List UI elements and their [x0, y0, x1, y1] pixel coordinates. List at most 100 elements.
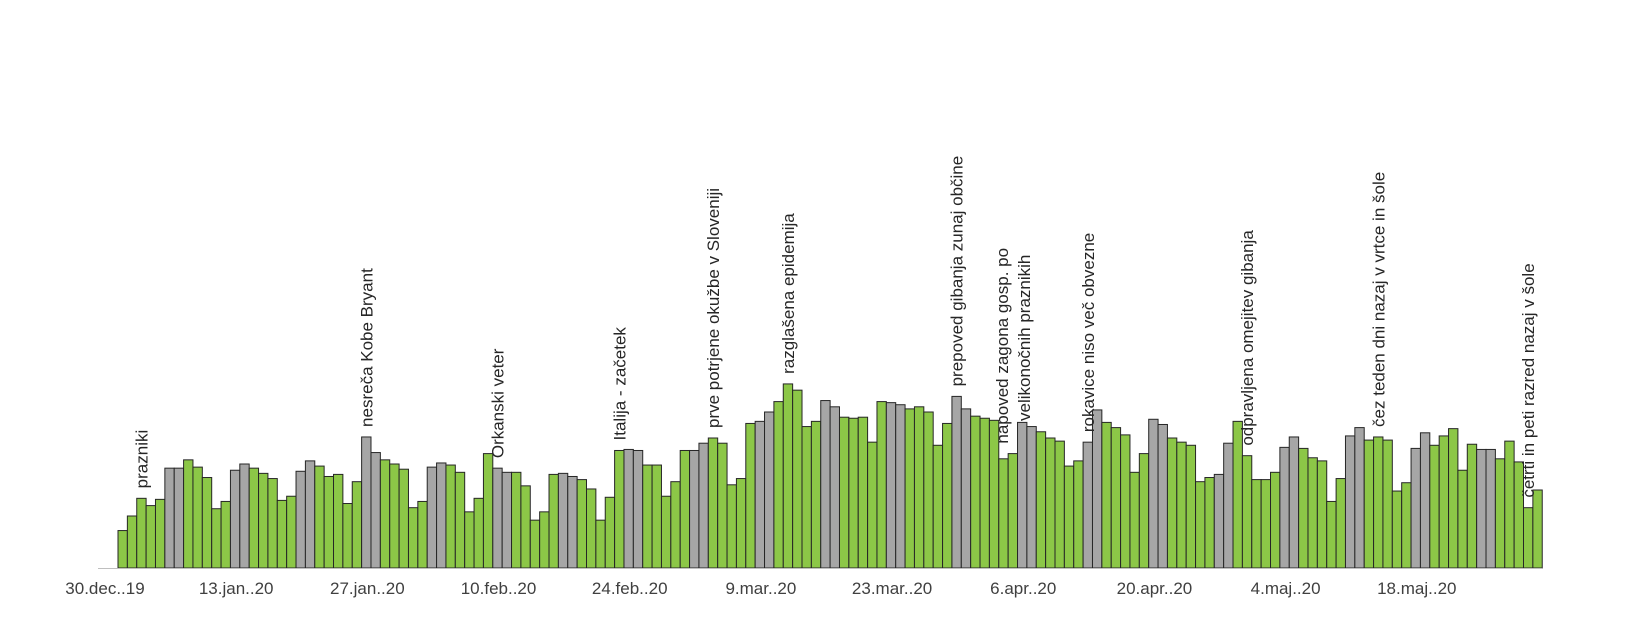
- annotation-3-line-0: Italija - začetek: [610, 327, 629, 441]
- bar-51: [595, 519, 606, 569]
- bar-122: [1260, 479, 1272, 569]
- bar-151: [1532, 489, 1543, 569]
- bar-125: [1288, 436, 1300, 569]
- bar-143: [1457, 469, 1468, 569]
- bar-132: [1354, 427, 1365, 569]
- bar-109: [1138, 453, 1150, 569]
- bar-1: [126, 515, 138, 569]
- bar-101: [1063, 465, 1075, 569]
- bar-45: [539, 511, 550, 569]
- bar-142: [1448, 428, 1459, 569]
- bar-4: [154, 498, 166, 569]
- bar-90: [960, 408, 972, 569]
- bar-27: [370, 452, 381, 569]
- bar-123: [1270, 471, 1281, 569]
- bar-96: [1017, 421, 1028, 569]
- bar-73: [801, 426, 812, 569]
- bar-126: [1298, 447, 1309, 569]
- bar-148: [1504, 440, 1515, 569]
- bar-106: [1110, 427, 1122, 569]
- bar-70: [773, 401, 784, 569]
- bar-52: [604, 496, 616, 569]
- x-tick-label-4: 24.feb..20: [592, 579, 668, 598]
- bar-144: [1466, 443, 1478, 569]
- x-tick-label-7: 6.apr..20: [990, 579, 1056, 598]
- bar-16: [267, 478, 278, 569]
- bar-41: [501, 471, 513, 569]
- bar-12: [229, 469, 241, 569]
- bar-42: [511, 471, 522, 569]
- bar-84: [904, 408, 915, 569]
- bar-55: [632, 449, 644, 569]
- bar-127: [1307, 457, 1318, 569]
- bar-128: [1316, 460, 1328, 569]
- bar-11: [220, 500, 231, 569]
- bar-137: [1401, 482, 1412, 569]
- bar-146: [1485, 448, 1496, 569]
- bar-65: [726, 484, 737, 569]
- bar-98: [1035, 431, 1047, 569]
- bar-136: [1391, 490, 1403, 569]
- annotation-8-line-0: rokavice niso več obvezne: [1079, 233, 1098, 432]
- annotation-4-line-0: prve potrjene okužbe v Sloveniji: [704, 188, 723, 428]
- bar-100: [1054, 440, 1065, 569]
- bar-139: [1419, 432, 1431, 569]
- bar-33: [426, 466, 438, 569]
- bar-88: [942, 422, 953, 569]
- bar-104: [1091, 409, 1103, 569]
- bar-13: [239, 463, 250, 569]
- bar-68: [754, 420, 766, 569]
- bar-110: [1148, 418, 1159, 569]
- bar-0: [117, 530, 128, 569]
- bar-60: [679, 449, 691, 569]
- x-tick-labels: 30.dec..19 13.jan..20 27.jan..20 10.feb..20…: [65, 579, 1456, 598]
- bar-102: [1073, 460, 1084, 569]
- bar-10: [211, 508, 222, 569]
- bar-147: [1494, 458, 1506, 569]
- bar-145: [1476, 448, 1487, 569]
- bar-30: [398, 468, 409, 569]
- bar-105: [1101, 421, 1112, 569]
- bar-28: [379, 459, 391, 569]
- bar-20: [304, 460, 316, 569]
- annotation-9-line-0: odpravljena omejitev gibanja: [1238, 230, 1257, 446]
- bar-113: [1176, 441, 1187, 569]
- x-tick-label-0: 30.dec..19: [65, 579, 144, 598]
- bar-34: [436, 462, 447, 569]
- bar-6: [173, 467, 185, 569]
- bar-57: [651, 464, 662, 569]
- x-tick-label-1: 13.jan..20: [199, 579, 274, 598]
- bar-54: [623, 448, 634, 569]
- bar-3: [145, 505, 156, 569]
- bar-67: [745, 422, 756, 569]
- bar-26: [361, 436, 372, 569]
- annotation-11-line-0: četrti in peti razred nazaj v šole: [1519, 263, 1538, 497]
- x-tick-label-3: 10.feb..20: [461, 579, 537, 598]
- bar-116: [1204, 477, 1215, 569]
- bars-group: [117, 383, 1543, 569]
- bar-43: [520, 485, 531, 569]
- bar-138: [1410, 447, 1421, 569]
- bar-69: [764, 411, 775, 569]
- bar-5: [164, 467, 175, 569]
- bar-46: [548, 473, 559, 569]
- bar-76: [829, 406, 840, 569]
- bar-50: [586, 488, 597, 569]
- bar-131: [1344, 435, 1356, 569]
- x-tick-label-10: 18.maj..20: [1377, 579, 1456, 598]
- bar-71: [782, 383, 794, 569]
- bar-83: [895, 404, 906, 569]
- x-tick-label-9: 4.maj..20: [1251, 579, 1321, 598]
- bar-62: [698, 442, 709, 569]
- bar-31: [407, 507, 419, 569]
- bar-63: [707, 437, 719, 569]
- annotation-7-line-1: velikonočnih praznikih: [1015, 255, 1034, 421]
- x-tick-label-6: 23.mar..20: [852, 579, 932, 598]
- bar-117: [1213, 473, 1225, 569]
- bar-85: [913, 406, 925, 569]
- event-annotations: prazniki nesreča Kobe Bryant Orkanski vete…: [132, 156, 1538, 498]
- bar-21: [314, 465, 325, 569]
- bar-79: [857, 416, 869, 569]
- bar-53: [614, 449, 625, 569]
